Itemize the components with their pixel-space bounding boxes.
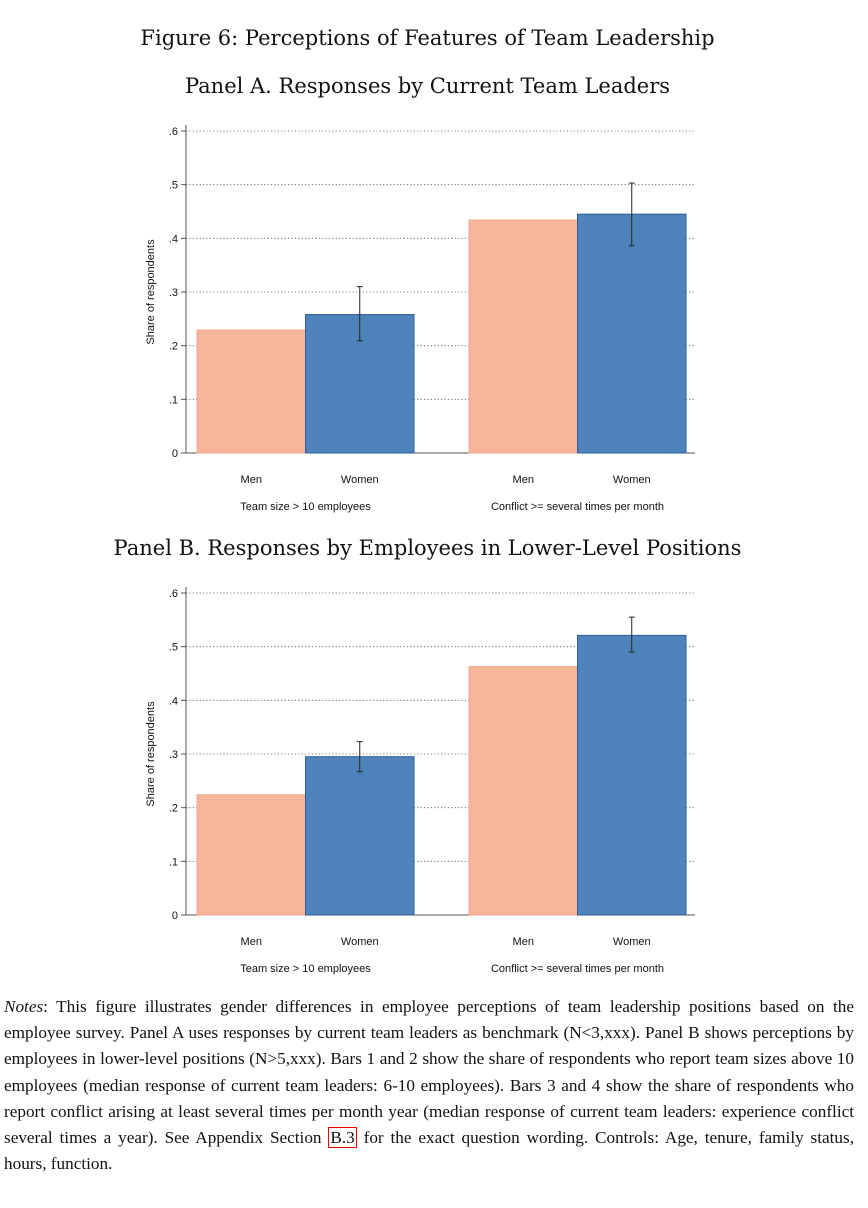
y-tick-label: .4 bbox=[169, 695, 178, 707]
y-tick-label: .1 bbox=[169, 856, 178, 868]
bar-men-1 bbox=[196, 794, 306, 916]
notes-label: Notes bbox=[4, 997, 44, 1016]
notes-text-before: : This figure illustrates gender differe… bbox=[4, 997, 854, 1148]
y-tick-label: .3 bbox=[169, 749, 178, 761]
category-label: Women bbox=[613, 936, 651, 948]
y-tick-label: 0 bbox=[172, 910, 178, 922]
category-label: Men bbox=[241, 936, 262, 948]
y-tick-label: .2 bbox=[169, 341, 178, 353]
panel-b-chart: 0 .1 .2 .3 .4 .5 .6 Share of respondents Men Wome… bbox=[145, 587, 695, 975]
bar-women-2 bbox=[577, 634, 687, 916]
notes-text-after: for the exact question wording. Controls… bbox=[4, 1128, 854, 1174]
y-tick-label: .1 bbox=[169, 394, 178, 406]
category-label: Women bbox=[341, 936, 379, 948]
category-label: Men bbox=[513, 936, 534, 948]
y-tick-label: .2 bbox=[169, 803, 178, 815]
bar-women-2 bbox=[577, 213, 687, 454]
bar-women-1 bbox=[305, 756, 415, 916]
category-label: Women bbox=[341, 474, 379, 486]
group-label: Conflict >= several times per month bbox=[491, 501, 664, 513]
panel-a-title: Panel A. Responses by Current Team Leade… bbox=[184, 74, 671, 98]
y-axis-label: Share of respondents bbox=[145, 701, 157, 807]
y-tick-label: .6 bbox=[169, 126, 178, 138]
y-axis-label: Share of respondents bbox=[145, 239, 157, 345]
y-tick-label: .6 bbox=[169, 588, 178, 600]
figure-notes: Notes: This figure illustrates gender di… bbox=[4, 994, 854, 1177]
bar-men-2 bbox=[468, 219, 578, 454]
category-label: Women bbox=[613, 474, 651, 486]
category-label: Men bbox=[241, 474, 262, 486]
figure-title: Figure 6: Perceptions of Features of Tea… bbox=[140, 26, 715, 50]
y-tick-label: .3 bbox=[169, 287, 178, 299]
y-tick-label: .5 bbox=[169, 642, 178, 654]
y-tick-label: .4 bbox=[169, 233, 178, 245]
y-tick-label: .5 bbox=[169, 180, 178, 192]
panel-b-title: Panel B. Responses by Employees in Lower… bbox=[113, 536, 742, 560]
group-label: Team size > 10 employees bbox=[240, 501, 371, 513]
category-label: Men bbox=[513, 474, 534, 486]
panel-a-chart: 0 .1 .2 .3 .4 .5 .6 Share of respondents Men Wome… bbox=[145, 125, 695, 513]
y-tick-label: 0 bbox=[172, 448, 178, 460]
group-label: Conflict >= several times per month bbox=[491, 963, 664, 975]
group-label: Team size > 10 employees bbox=[240, 963, 371, 975]
appendix-reference-link[interactable]: B.3 bbox=[328, 1127, 357, 1149]
bar-men-1 bbox=[196, 329, 306, 454]
bar-men-2 bbox=[468, 666, 578, 916]
